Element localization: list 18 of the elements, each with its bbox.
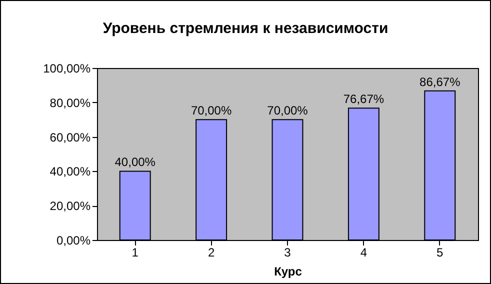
y-tick-label: 20,00%: [50, 199, 91, 214]
y-tick-label: 0,00%: [56, 234, 91, 248]
x-tick-label: 1: [132, 246, 139, 260]
x-tick-label: 4: [360, 246, 368, 260]
y-tick-label: 40,00%: [50, 164, 91, 179]
x-axis-title: Курс: [274, 264, 302, 278]
data-label: 70,00%: [190, 104, 232, 118]
y-tick-label: 60,00%: [50, 130, 91, 144]
data-label: 76,67%: [343, 92, 384, 106]
data-label: 86,67%: [420, 74, 461, 89]
x-tick-label: 3: [284, 246, 292, 260]
y-tick-label: 80,00%: [50, 96, 91, 110]
y-tick-label: 100,00%: [43, 62, 91, 76]
chart-title: Уровень стремления к независимости: [102, 20, 388, 37]
data-label: 70,00%: [267, 104, 308, 118]
x-tick-label: 5: [436, 246, 444, 260]
data-label: 40,00%: [114, 155, 156, 170]
x-tick-label: 2: [208, 246, 215, 260]
